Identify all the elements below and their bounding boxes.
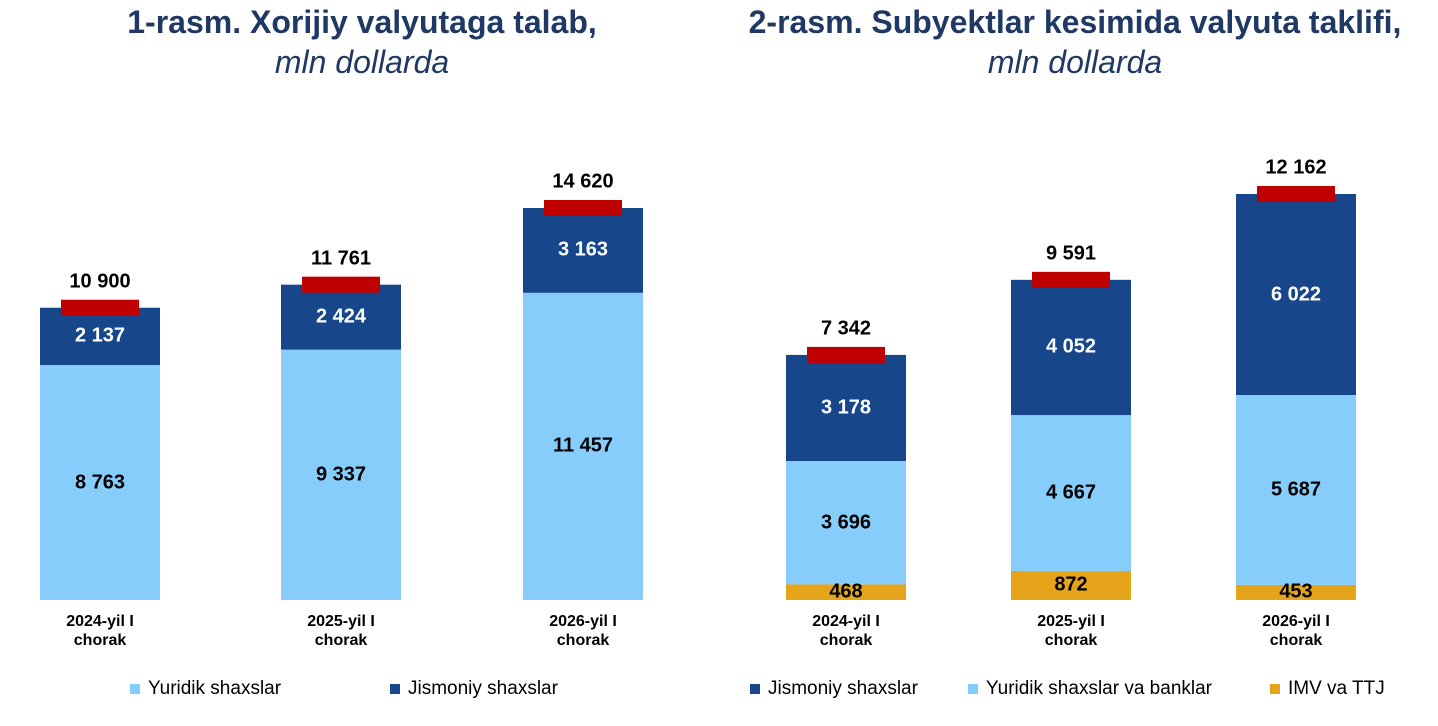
total-label: 10 900: [69, 270, 131, 293]
bar-segment: [1236, 194, 1356, 396]
chart-title-block: 1-rasm. Xorijiy valyutaga talab, mln dol…: [20, 2, 704, 82]
total-label: 11 761: [310, 247, 372, 270]
bar-segment: [281, 349, 401, 600]
x-tick-label: 2024-yil I chorak: [66, 613, 134, 649]
x-tick-label: 2024-yil I chorak: [812, 613, 880, 649]
legend-swatch: [130, 684, 140, 694]
x-tick-label: 2026-yil I chorak: [1262, 613, 1330, 649]
x-tick-label: 2025-yil I chorak: [307, 613, 375, 649]
value-label: 3 163: [557, 238, 609, 261]
legend-label: Yuridik shaxslar va banklar: [986, 678, 1212, 699]
total-marker: [1032, 271, 1110, 288]
bar-segment: [1236, 584, 1356, 600]
bar-segment: [786, 354, 906, 461]
legend-swatch: [390, 684, 400, 694]
total-marker: [61, 299, 139, 316]
bar-segment: [786, 460, 906, 585]
total-marker: [302, 276, 380, 293]
x-tick-label: 2026-yil I chorak: [549, 613, 617, 649]
legend-label: Yuridik shaxslar: [148, 678, 282, 699]
total-label: 14 620: [552, 170, 614, 193]
total-label: 12 162: [1265, 156, 1327, 179]
bar-segment: [40, 365, 160, 600]
legend-swatch: [1270, 684, 1280, 694]
bar-segment: [281, 284, 401, 350]
total-marker: [1257, 186, 1335, 202]
value-label: 9 337: [315, 463, 367, 486]
legend-swatch: [750, 684, 760, 694]
value-label: 468: [829, 580, 863, 603]
legend-swatch: [968, 684, 978, 694]
total-marker: [807, 346, 885, 363]
bar-segment: [1011, 570, 1131, 600]
chart-subtitle: mln dollarda: [274, 44, 450, 80]
legend-label: IMV va TTJ: [1288, 678, 1385, 699]
value-label: 8 763: [74, 471, 126, 494]
chart-title: 1-rasm. Xorijiy valyutaga talab,: [127, 4, 597, 40]
bar-segment: [40, 307, 160, 366]
legend-item: Jismoniy shaxslar: [390, 678, 558, 700]
total-marker: [544, 200, 622, 216]
value-label: 6 022: [1270, 283, 1322, 305]
value-label: 2 137: [74, 324, 126, 347]
value-label: 4 667: [1045, 481, 1097, 504]
legend-item: Yuridik shaxslar va banklar: [968, 678, 1212, 700]
chart-title: 2-rasm. Subyektlar kesimida valyuta takl…: [748, 4, 1402, 40]
value-label: 453: [1279, 580, 1313, 603]
bar-segment: [1011, 279, 1131, 416]
value-label: 872: [1054, 573, 1088, 596]
chart-subtitle: mln dollarda: [987, 44, 1163, 80]
legend-item: Jismoniy shaxslar: [750, 678, 918, 700]
x-tick-label: 2025-yil I chorak: [1037, 613, 1105, 649]
total-label: 7 342: [820, 317, 872, 340]
bar-segment: [786, 584, 906, 600]
value-label: 3 696: [820, 511, 872, 534]
bar-segment: [1011, 415, 1131, 571]
total-label: 9 591: [1045, 242, 1097, 265]
chart-title-block: 2-rasm. Subyektlar kesimida valyuta takl…: [745, 2, 1405, 82]
legend-item: Yuridik shaxslar: [130, 678, 281, 700]
bar-segment: [523, 208, 643, 293]
legend-label: Jismoniy shaxslar: [768, 678, 918, 699]
legend-item: IMV va TTJ: [1270, 678, 1385, 700]
bar-segment: [523, 292, 643, 600]
value-label: 2 424: [315, 305, 367, 328]
value-label: 4 052: [1045, 335, 1097, 358]
value-label: 11 457: [552, 434, 614, 457]
value-label: 5 687: [1270, 478, 1322, 501]
value-label: 3 178: [820, 396, 872, 419]
legend-label: Jismoniy shaxslar: [408, 678, 558, 699]
bar-segment: [1236, 395, 1356, 585]
